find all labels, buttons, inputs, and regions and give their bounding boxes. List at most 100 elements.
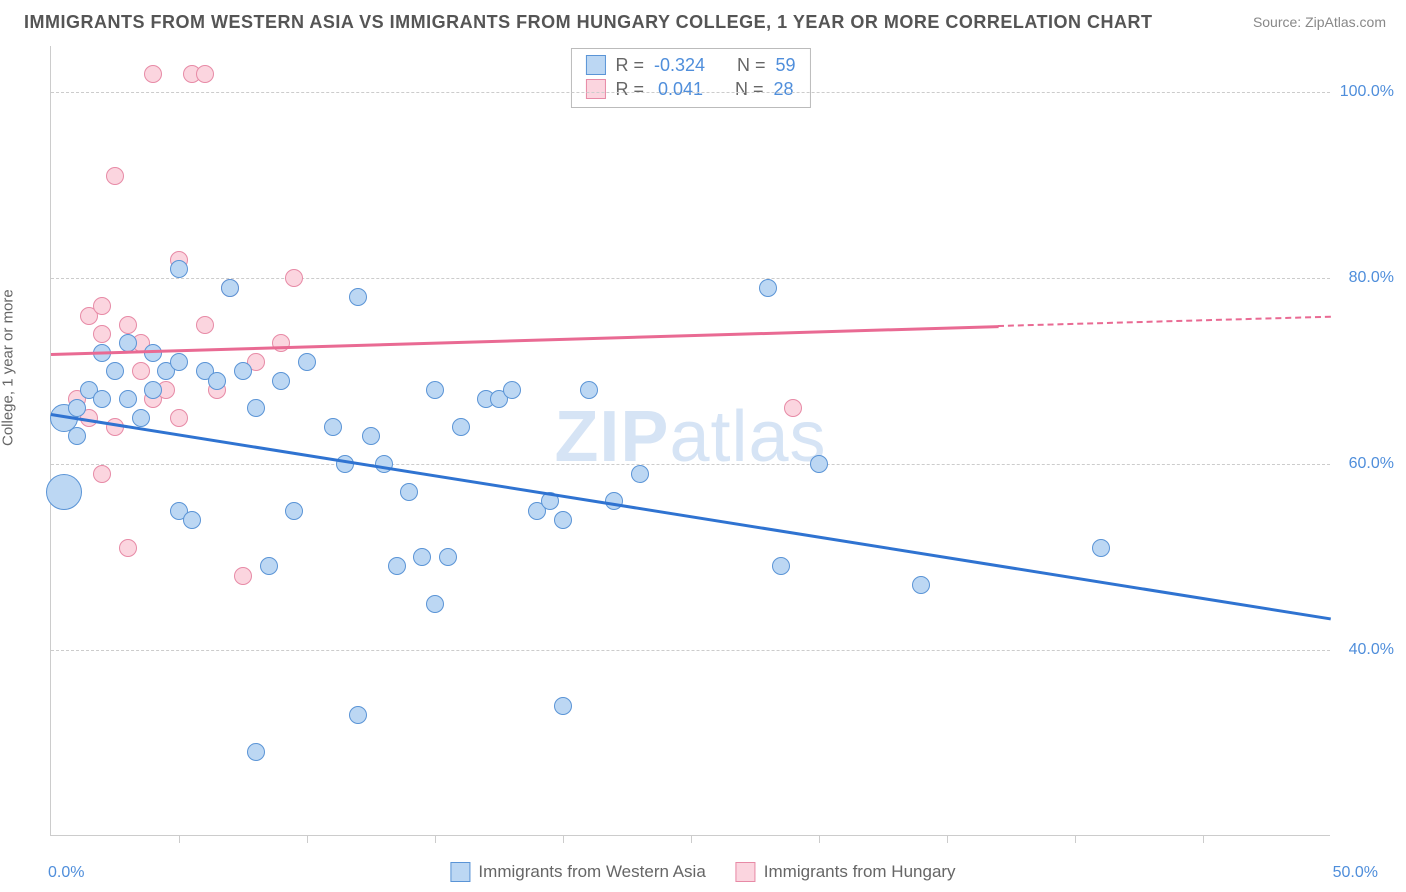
scatter-point — [285, 502, 303, 520]
scatter-point — [452, 418, 470, 436]
scatter-point — [119, 316, 137, 334]
scatter-point — [119, 539, 137, 557]
scatter-point — [554, 511, 572, 529]
scatter-point — [170, 409, 188, 427]
legend-item-pink: Immigrants from Hungary — [736, 862, 956, 882]
scatter-point — [183, 511, 201, 529]
scatter-point — [93, 465, 111, 483]
scatter-point — [208, 372, 226, 390]
scatter-point — [580, 381, 598, 399]
stats-legend-box: R = -0.324 N = 59 R = 0.041 N = 28 — [570, 48, 810, 108]
scatter-point — [247, 399, 265, 417]
trend-line-dash — [998, 316, 1331, 327]
n-value-blue: 59 — [776, 53, 796, 77]
plot-area: ZIPatlas R = -0.324 N = 59 R = 0.041 N =… — [50, 46, 1330, 836]
scatter-point — [46, 474, 82, 510]
scatter-point — [285, 269, 303, 287]
scatter-point — [106, 167, 124, 185]
legend-label-pink: Immigrants from Hungary — [764, 862, 956, 882]
scatter-point — [784, 399, 802, 417]
y-tick-label: 100.0% — [1340, 83, 1394, 101]
scatter-point — [144, 65, 162, 83]
y-tick-label: 40.0% — [1349, 641, 1394, 659]
scatter-point — [439, 548, 457, 566]
y-tick-label: 80.0% — [1349, 269, 1394, 287]
n-value-pink: 28 — [774, 77, 794, 101]
x-tick — [179, 835, 180, 843]
x-tick — [947, 835, 948, 843]
scatter-point — [298, 353, 316, 371]
chart-title: IMMIGRANTS FROM WESTERN ASIA VS IMMIGRAN… — [24, 12, 1153, 33]
scatter-point — [336, 455, 354, 473]
scatter-point — [772, 557, 790, 575]
scatter-point — [912, 576, 930, 594]
scatter-point — [349, 706, 367, 724]
gridline-h — [51, 92, 1330, 93]
scatter-point — [349, 288, 367, 306]
scatter-point — [93, 390, 111, 408]
scatter-point — [234, 567, 252, 585]
gridline-h — [51, 278, 1330, 279]
scatter-point — [221, 279, 239, 297]
scatter-point — [144, 344, 162, 362]
r-label: R = — [615, 77, 644, 101]
swatch-pink — [585, 79, 605, 99]
r-value-pink: 0.041 — [658, 77, 703, 101]
source-label: Source: ZipAtlas.com — [1253, 14, 1386, 30]
scatter-point — [247, 743, 265, 761]
n-label: N = — [737, 53, 766, 77]
scatter-point — [106, 418, 124, 436]
x-tick-0: 0.0% — [48, 864, 84, 882]
stats-row-blue: R = -0.324 N = 59 — [585, 53, 795, 77]
gridline-h — [51, 464, 1330, 465]
trend-line — [51, 413, 1331, 620]
scatter-point — [324, 418, 342, 436]
x-tick — [563, 835, 564, 843]
scatter-point — [272, 372, 290, 390]
scatter-point — [631, 465, 649, 483]
legend-label-blue: Immigrants from Western Asia — [478, 862, 705, 882]
scatter-point — [413, 548, 431, 566]
scatter-point — [400, 483, 418, 501]
scatter-point — [196, 316, 214, 334]
scatter-point — [170, 260, 188, 278]
stats-row-pink: R = 0.041 N = 28 — [585, 77, 795, 101]
scatter-point — [388, 557, 406, 575]
scatter-point — [1092, 539, 1110, 557]
scatter-point — [132, 409, 150, 427]
legend-swatch-pink — [736, 862, 756, 882]
scatter-point — [759, 279, 777, 297]
scatter-point — [106, 362, 124, 380]
scatter-point — [503, 381, 521, 399]
scatter-point — [132, 362, 150, 380]
scatter-point — [260, 557, 278, 575]
x-tick — [307, 835, 308, 843]
scatter-point — [68, 399, 86, 417]
x-tick — [1203, 835, 1204, 843]
scatter-point — [426, 595, 444, 613]
scatter-point — [234, 362, 252, 380]
scatter-point — [93, 297, 111, 315]
bottom-legend: Immigrants from Western Asia Immigrants … — [450, 862, 955, 882]
scatter-point — [170, 353, 188, 371]
y-tick-label: 60.0% — [1349, 455, 1394, 473]
scatter-point — [426, 381, 444, 399]
scatter-point — [554, 697, 572, 715]
swatch-blue — [585, 55, 605, 75]
trend-line — [51, 325, 998, 355]
legend-swatch-blue — [450, 862, 470, 882]
x-tick — [1075, 835, 1076, 843]
x-tick — [819, 835, 820, 843]
scatter-point — [362, 427, 380, 445]
r-value-blue: -0.324 — [654, 53, 705, 77]
scatter-point — [119, 390, 137, 408]
gridline-h — [51, 650, 1330, 651]
scatter-point — [810, 455, 828, 473]
x-tick — [691, 835, 692, 843]
r-label: R = — [615, 53, 644, 77]
scatter-point — [68, 427, 86, 445]
x-tick — [435, 835, 436, 843]
y-axis-label: College, 1 year or more — [0, 289, 17, 446]
scatter-point — [272, 334, 290, 352]
scatter-point — [196, 65, 214, 83]
